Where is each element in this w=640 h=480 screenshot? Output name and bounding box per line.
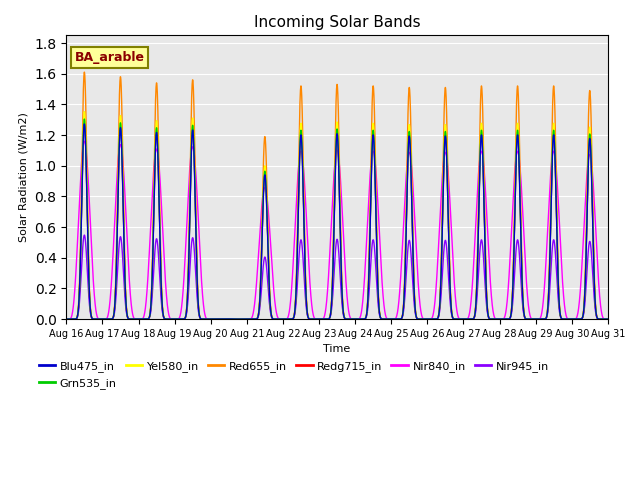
Nir840_in xyxy=(489,308,497,313)
Blu475_in xyxy=(489,316,497,322)
Nir945_in xyxy=(489,316,497,322)
Grn535_in xyxy=(429,316,436,322)
Red655_in xyxy=(604,316,612,322)
Grn535_in xyxy=(81,116,88,122)
Line: Redg715_in: Redg715_in xyxy=(67,117,608,319)
Nir840_in xyxy=(317,316,324,322)
Red655_in xyxy=(458,316,466,322)
Grn535_in xyxy=(317,316,324,322)
Blu475_in xyxy=(458,316,466,322)
Nir840_in xyxy=(429,314,436,320)
Line: Nir840_in: Nir840_in xyxy=(67,141,608,319)
Yel580_in xyxy=(489,316,497,322)
Nir840_in xyxy=(604,316,612,322)
Nir840_in xyxy=(458,316,466,322)
Nir840_in xyxy=(604,316,611,322)
Red655_in xyxy=(317,316,324,322)
Blu475_in xyxy=(604,316,611,322)
Yel580_in xyxy=(63,316,70,322)
Nir945_in xyxy=(63,316,70,322)
Line: Nir945_in: Nir945_in xyxy=(67,235,608,319)
Red655_in xyxy=(604,316,611,322)
Redg715_in xyxy=(604,316,611,322)
Blu475_in xyxy=(63,316,70,322)
Grn535_in xyxy=(160,314,168,320)
Line: Yel580_in: Yel580_in xyxy=(67,112,608,319)
Redg715_in xyxy=(81,114,88,120)
Blu475_in xyxy=(160,314,168,320)
Text: BA_arable: BA_arable xyxy=(74,51,145,64)
Grn535_in xyxy=(458,316,466,322)
Y-axis label: Solar Radiation (W/m2): Solar Radiation (W/m2) xyxy=(19,112,29,242)
Nir945_in xyxy=(429,316,436,322)
Red655_in xyxy=(63,316,70,322)
Grn535_in xyxy=(604,316,611,322)
Line: Red655_in: Red655_in xyxy=(67,72,608,319)
Yel580_in xyxy=(160,314,168,320)
Yel580_in xyxy=(317,316,324,322)
Grn535_in xyxy=(63,316,70,322)
Title: Incoming Solar Bands: Incoming Solar Bands xyxy=(253,15,420,30)
Yel580_in xyxy=(604,316,612,322)
Grn535_in xyxy=(489,316,497,322)
Nir945_in xyxy=(160,315,168,321)
Redg715_in xyxy=(489,316,497,322)
X-axis label: Time: Time xyxy=(323,344,351,354)
Blu475_in xyxy=(317,316,324,322)
Nir945_in xyxy=(458,316,466,322)
Nir945_in xyxy=(317,316,324,322)
Red655_in xyxy=(160,314,168,320)
Red655_in xyxy=(81,69,88,75)
Nir840_in xyxy=(81,138,88,144)
Grn535_in xyxy=(604,316,612,322)
Red655_in xyxy=(489,316,497,322)
Yel580_in xyxy=(81,109,88,115)
Nir945_in xyxy=(604,316,611,322)
Nir945_in xyxy=(604,316,612,322)
Blu475_in xyxy=(604,316,612,322)
Redg715_in xyxy=(63,316,70,322)
Red655_in xyxy=(429,316,436,322)
Blu475_in xyxy=(81,121,88,127)
Redg715_in xyxy=(317,316,324,322)
Yel580_in xyxy=(429,316,436,322)
Redg715_in xyxy=(160,314,168,320)
Yel580_in xyxy=(604,316,611,322)
Line: Grn535_in: Grn535_in xyxy=(67,119,608,319)
Yel580_in xyxy=(458,316,466,322)
Legend: Blu475_in, Grn535_in, Yel580_in, Red655_in, Redg715_in, Nir840_in, Nir945_in: Blu475_in, Grn535_in, Yel580_in, Red655_… xyxy=(34,357,554,393)
Blu475_in xyxy=(429,316,436,322)
Nir945_in xyxy=(81,232,88,238)
Redg715_in xyxy=(429,316,436,322)
Line: Blu475_in: Blu475_in xyxy=(67,124,608,319)
Nir840_in xyxy=(160,248,168,253)
Redg715_in xyxy=(604,316,612,322)
Nir840_in xyxy=(63,316,70,322)
Redg715_in xyxy=(458,316,466,322)
